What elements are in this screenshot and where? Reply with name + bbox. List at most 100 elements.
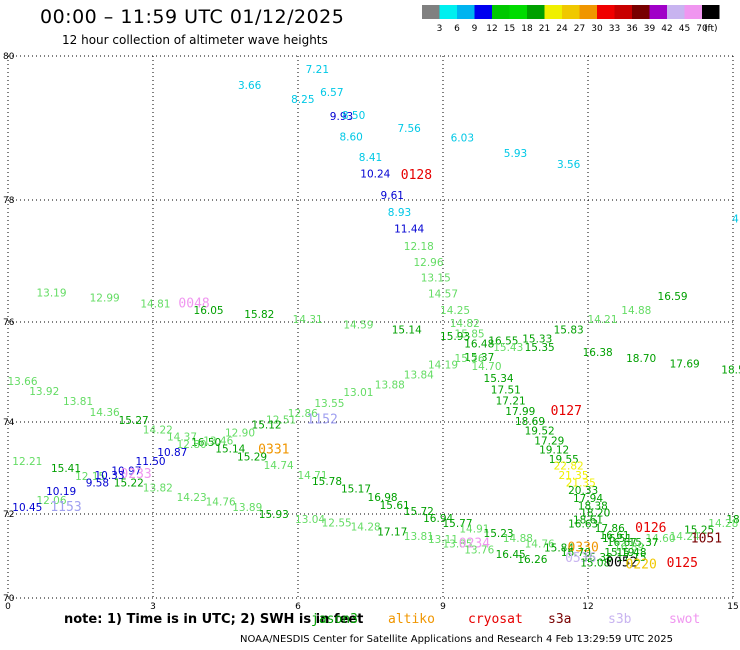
wave-height-label: 15.37 xyxy=(629,537,659,549)
wave-height-label: 15.83 xyxy=(554,325,584,337)
wave-height-label: 16.26 xyxy=(517,554,547,566)
wave-height-label: 18.69 xyxy=(515,416,545,428)
wave-height-label: 19.12 xyxy=(539,445,569,457)
wave-height-label: 18.61 xyxy=(573,514,603,526)
page-title: 00:00 – 11:59 UTC 01/12/2025 xyxy=(40,6,345,28)
wave-height-label: 15.35 xyxy=(525,342,555,354)
scale-tick-label: 15 xyxy=(504,24,515,34)
scale-swatch xyxy=(527,5,545,19)
wave-height-label: 16.45 xyxy=(496,549,526,561)
wave-height-label: 14.88 xyxy=(621,305,651,317)
pass-time-label: 1051 xyxy=(691,531,722,546)
wave-height-label: 15.38 xyxy=(583,552,613,564)
wave-height-label: 15.14 xyxy=(215,444,245,456)
wave-height-label: 14.88 xyxy=(503,533,533,545)
wave-height-label: 15.82 xyxy=(244,309,274,321)
wave-height-label: 15.43 xyxy=(493,342,523,354)
scale-unit: (ft) xyxy=(704,24,718,34)
x-tick-label: 3 xyxy=(150,602,156,612)
wave-height-label: 14.60 xyxy=(645,533,675,545)
wave-height-label: 15.33 xyxy=(522,334,552,346)
wave-height-label: 12.18 xyxy=(404,241,434,253)
wave-height-label: 15.78 xyxy=(312,476,342,488)
wave-height-label: 12.55 xyxy=(322,517,352,529)
wave-height-label: 15.12 xyxy=(252,419,282,431)
y-tick-label: 70 xyxy=(3,594,15,604)
scale-swatch xyxy=(649,5,667,19)
wave-height-label: 15.34 xyxy=(484,373,514,385)
wave-height-label: 8.50 xyxy=(342,110,365,122)
wave-height-label: 6.57 xyxy=(320,87,343,99)
wave-height-label: 13.76 xyxy=(464,545,494,557)
wave-height-label: 13.82 xyxy=(143,482,173,494)
scale-swatch xyxy=(562,5,580,19)
scale-tick-label: 45 xyxy=(679,24,690,34)
wave-height-label: 12.96 xyxy=(413,257,443,269)
scale-tick-label: 27 xyxy=(574,24,585,34)
page-subtitle: 12 hour collection of altimeter wave hei… xyxy=(62,33,328,47)
x-tick-label: 9 xyxy=(440,602,446,612)
wave-height-label: 14.28 xyxy=(351,522,381,534)
wave-height-label: 10.97 xyxy=(111,465,141,477)
wave-height-label: 15.84 xyxy=(544,543,574,555)
wave-height-label: 16.50 xyxy=(191,437,221,449)
scale-tick-label: 39 xyxy=(644,24,656,34)
pass-time-label: 0233 xyxy=(120,467,151,482)
wave-height-label: 16.48 xyxy=(464,339,494,351)
wave-height-label: 10.33 xyxy=(94,470,124,482)
wave-height-label: 13.88 xyxy=(375,380,405,392)
pass-time-label: 0048 xyxy=(178,297,209,312)
wave-height-label: 14.24 xyxy=(670,531,700,543)
wave-height-label: 16.94 xyxy=(423,513,453,525)
wave-height-label: 14.71 xyxy=(297,470,327,482)
scale-tick-label: 36 xyxy=(626,24,638,34)
pass-time-label: 0125 xyxy=(667,556,698,571)
credit-line: NOAA/NESDIS Center for Satellite Applica… xyxy=(240,634,673,645)
wave-height-label: 15.37 xyxy=(464,352,494,364)
axis-tick-labels: 0 3 6 9 12 15 80 78 76 74 72 70 xyxy=(3,52,739,612)
wave-height-label: 3.66 xyxy=(238,80,262,92)
pass-time-label: 0128 xyxy=(401,168,432,183)
scale-swatch xyxy=(544,5,562,19)
wave-height-label: 14.23 xyxy=(177,492,207,504)
wave-height-label: 14.81 xyxy=(140,299,170,311)
wave-height-label: 14.76 xyxy=(525,538,555,550)
satellite-legend-cryosat: cryosat xyxy=(468,612,523,627)
wave-height-label: 17.86 xyxy=(595,523,625,535)
wave-height-label: 13.55 xyxy=(314,398,344,410)
pass-time-label: 0536 xyxy=(565,551,596,566)
y-tick-label: 74 xyxy=(3,418,15,428)
wave-height-label: 15.93 xyxy=(440,331,470,343)
wave-height-label: 6.03 xyxy=(451,132,474,144)
x-tick-label: 0 xyxy=(5,602,11,612)
wave-height-label: 16.67 xyxy=(607,537,637,549)
wave-height-label: 16.51 xyxy=(602,533,632,545)
wave-height-label: 13.89 xyxy=(232,502,262,514)
wave-height-label: 17.29 xyxy=(534,435,564,447)
wave-height-label: 8.41 xyxy=(359,152,382,164)
wave-height-label: 4 xyxy=(732,213,739,225)
y-tick-label: 78 xyxy=(3,196,15,206)
wave-height-label: 10.45 xyxy=(12,502,42,514)
wave-height-label: 13.84 xyxy=(404,370,434,382)
x-tick-label: 6 xyxy=(295,602,301,612)
wave-height-label: 18.70 xyxy=(626,353,656,365)
wave-height-label: 22.82 xyxy=(554,461,584,473)
wave-height-label: 16.59 xyxy=(658,291,688,303)
wave-height-label: 10.24 xyxy=(360,168,390,180)
wave-height-label: 12.06 xyxy=(36,495,66,507)
pass-time-label: 0052 xyxy=(606,555,637,570)
wave-height-label: 15.29 xyxy=(237,452,267,464)
wave-height-label: 15.08 xyxy=(580,557,610,569)
wave-height-label: 9.58 xyxy=(86,478,109,490)
wave-height-label: 13.11 xyxy=(428,534,458,546)
wave-height-label: 16.98 xyxy=(368,492,398,504)
wave-height-label: 15.77 xyxy=(442,518,472,530)
wave-height-label: 12.99 xyxy=(90,293,120,305)
wave-height-label: 12.15 xyxy=(75,471,105,483)
wave-height-label: 15.41 xyxy=(51,463,81,475)
pass-time-label: 1153 xyxy=(50,500,81,515)
wave-height-label: 14.74 xyxy=(264,460,294,472)
x-tick-label: 12 xyxy=(582,602,593,612)
scale-swatch xyxy=(632,5,650,19)
